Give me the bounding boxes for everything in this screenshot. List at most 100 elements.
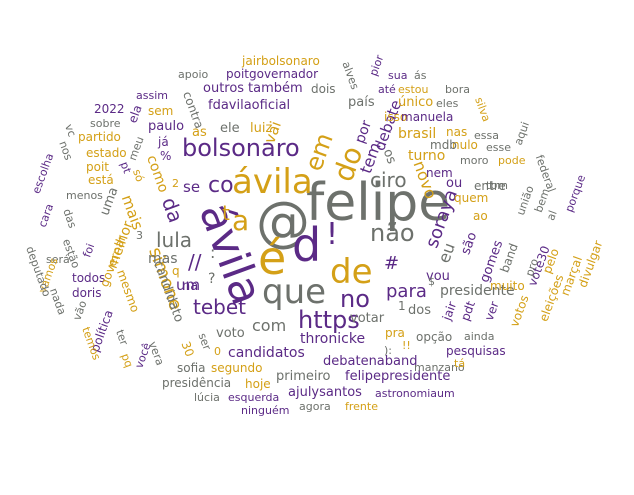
cloud-word: lula (156, 228, 193, 252)
cloud-word: presidente (440, 283, 515, 299)
cloud-word: porque (562, 173, 589, 214)
cloud-word: vc (62, 122, 79, 139)
cloud-word: vera (145, 339, 167, 368)
cloud-word: felipepresidente (345, 369, 451, 384)
cloud-word: cara (35, 201, 57, 230)
cloud-word: isso (384, 110, 408, 124)
cloud-word: união (513, 183, 537, 218)
cloud-word: thronicke (300, 331, 366, 347)
cloud-word: da (156, 194, 189, 226)
cloud-word: outros (203, 81, 245, 96)
cloud-word: ? (208, 271, 216, 287)
cloud-word: jairbolsonaro (242, 54, 320, 68)
cloud-word: até (378, 83, 396, 96)
cloud-word: nada (46, 286, 69, 317)
cloud-word: sem (148, 104, 174, 118)
cloud-word: primeiro (276, 369, 331, 384)
cloud-word: nos (56, 139, 76, 162)
cloud-word: assim (136, 89, 168, 102)
cloud-word: quem (454, 191, 489, 205)
cloud-word: 3 (136, 229, 143, 242)
cloud-word: ávila (232, 162, 313, 202)
cloud-word: escolha (29, 151, 57, 196)
cloud-word: que (262, 272, 327, 312)
cloud-word: pode (498, 154, 526, 167)
cloud-word: https (298, 306, 360, 334)
cloud-word: pesquisas (446, 344, 506, 358)
cloud-word: dos (408, 303, 431, 318)
cloud-word: silva (472, 95, 493, 124)
cloud-word: federal (532, 153, 559, 194)
cloud-word: pq (118, 351, 136, 370)
cloud-word: esse (486, 141, 511, 154)
cloud-word: está (88, 173, 114, 187)
cloud-word: esquerda (228, 391, 280, 404)
cloud-word: poitgovernador (226, 67, 319, 81)
cloud-word: só (129, 167, 147, 184)
cloud-word: al (544, 208, 560, 223)
cloud-word: os (379, 147, 399, 166)
cloud-word: candidatos (228, 345, 305, 361)
cloud-word: ás (414, 69, 427, 82)
cloud-word: felipe (306, 173, 451, 233)
cloud-word: será (46, 253, 70, 266)
cloud-word: votar (350, 311, 385, 326)
cloud-word: contra (180, 89, 207, 131)
cloud-word: dois (311, 82, 336, 96)
cloud-word: astronomiaum (375, 387, 455, 400)
cloud-word: sofia (177, 361, 206, 375)
cloud-word: brasil (398, 126, 437, 142)
cloud-word: co (208, 173, 234, 198)
cloud-word: // (188, 250, 202, 274)
cloud-word: alves (339, 59, 362, 92)
cloud-word: país (348, 95, 375, 110)
cloud-word: ninguém (241, 404, 290, 417)
cloud-word: opção (416, 330, 453, 344)
cloud-word: estado (86, 146, 127, 160)
cloud-word: manuela (401, 110, 454, 124)
cloud-word: nulo (452, 138, 478, 152)
cloud-word: ao (473, 209, 488, 223)
cloud-word: jair (439, 299, 460, 323)
cloud-word: estou (398, 83, 429, 96)
cloud-word: aqui (511, 120, 533, 147)
cloud-word: ou (446, 176, 463, 191)
cloud-word: ele (220, 121, 240, 136)
cloud-word: 2 (172, 177, 179, 190)
cloud-word: ciro (370, 168, 407, 192)
cloud-word: frente (345, 400, 378, 413)
cloud-word: luiz (250, 121, 273, 136)
cloud-word: agora (299, 400, 331, 413)
cloud-word: único (398, 95, 434, 110)
cloud-word: hoje (245, 377, 271, 391)
cloud-word: lúcia (194, 391, 220, 404)
cloud-word: manzano (414, 361, 465, 374)
cloud-word: ela (125, 103, 145, 125)
cloud-word: poit (86, 160, 109, 174)
cloud-word: já (158, 135, 169, 149)
cloud-word: tebet (193, 295, 246, 319)
cloud-word: 1 (398, 299, 406, 313)
cloud-word: todos (72, 271, 106, 285)
cloud-word: essa (474, 129, 499, 142)
cloud-word: ter (113, 327, 131, 348)
cloud-word: ser (195, 331, 214, 352)
cloud-word: menos (66, 189, 103, 202)
cloud-word: entre (474, 179, 506, 193)
cloud-word: eles (436, 97, 459, 110)
cloud-word: para (386, 281, 427, 302)
cloud-word: debatenaband (323, 354, 418, 369)
cloud-word: tbm (486, 179, 509, 192)
cloud-word: tá (454, 357, 466, 370)
cloud-word: um (176, 276, 201, 294)
cloud-word: turno (408, 148, 446, 164)
cloud-word: nas (446, 125, 468, 139)
cloud-word: a (232, 204, 250, 237)
cloud-word: mas (148, 251, 178, 267)
cloud-word: no (340, 285, 370, 313)
cloud-word: são (458, 230, 481, 257)
cloud-word: : (210, 243, 216, 262)
cloud-word: pdt (457, 299, 478, 323)
cloud-word: partido (78, 130, 121, 144)
